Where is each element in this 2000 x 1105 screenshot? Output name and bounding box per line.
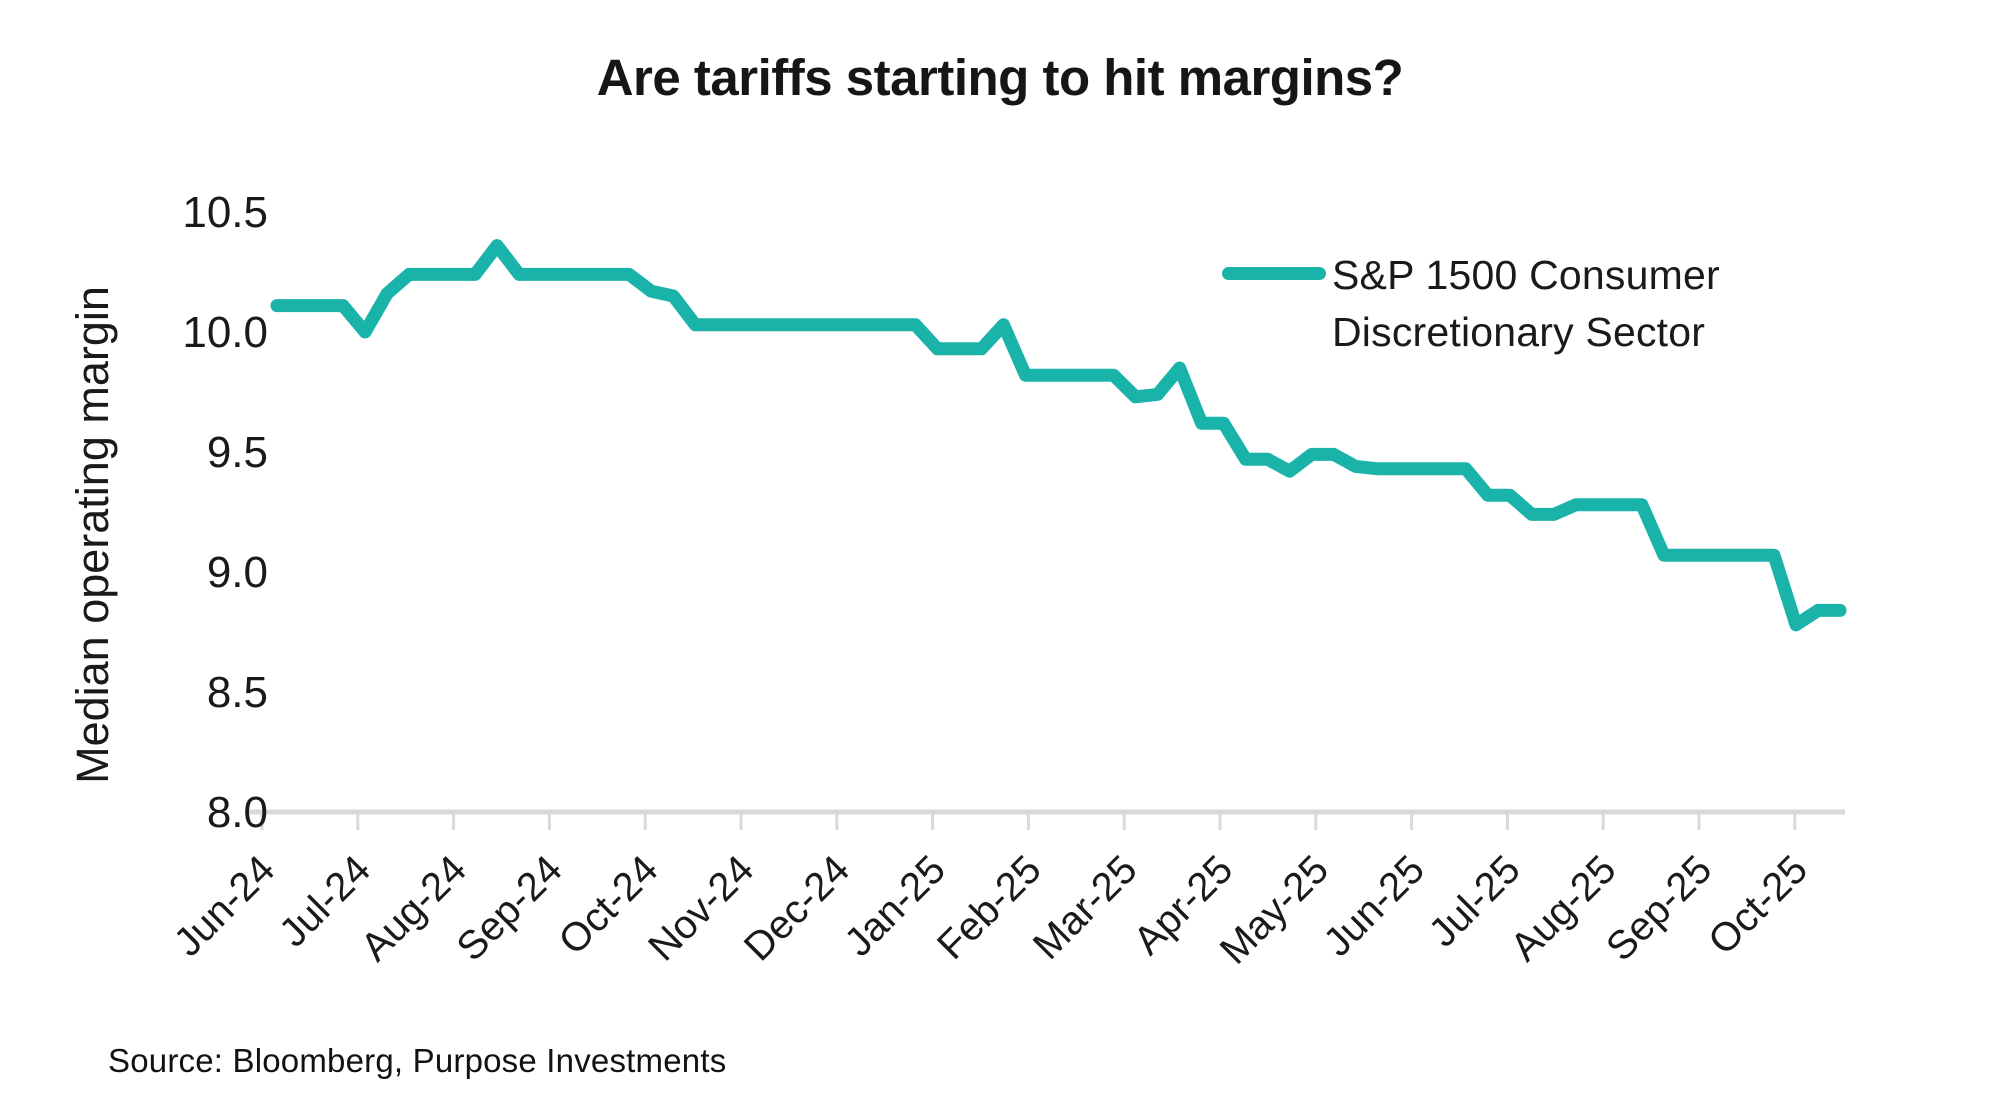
x-tick-label: Feb-25 bbox=[929, 847, 1050, 968]
x-tick-label: Sep-25 bbox=[1598, 847, 1720, 969]
y-tick-label: 10.0 bbox=[182, 308, 268, 357]
x-axis-ticks bbox=[260, 812, 1797, 830]
x-tick-label: Oct-25 bbox=[1700, 847, 1816, 963]
x-tick-label: Aug-25 bbox=[1502, 847, 1624, 969]
legend-line-swatch bbox=[1222, 267, 1326, 280]
legend-series-label: S&P 1500 Consumer Discretionary Sector bbox=[1332, 252, 1720, 355]
x-tick-label: Dec-24 bbox=[736, 847, 858, 969]
x-axis-tick-labels: Jun-24Jul-24Aug-24Sep-24Oct-24Nov-24Dec-… bbox=[166, 847, 1816, 972]
y-tick-label: 10.5 bbox=[182, 188, 268, 237]
x-tick-label: Jun-24 bbox=[166, 847, 284, 965]
chart-title: Are tariffs starting to hit margins? bbox=[596, 49, 1404, 106]
sp1500-consumer-discretionary-line bbox=[270, 239, 1847, 632]
y-axis-title: Median operating margin bbox=[67, 286, 118, 784]
x-tick-label: Jan-25 bbox=[836, 847, 954, 965]
x-tick-label: Mar-25 bbox=[1025, 847, 1146, 968]
source-note: Source: Bloomberg, Purpose Investments bbox=[108, 1042, 727, 1079]
legend: S&P 1500 Consumer Discretionary Sector bbox=[1222, 247, 1812, 360]
y-axis-tick-labels: 10.5 10.0 9.5 9.0 8.5 8.0 bbox=[182, 188, 268, 837]
y-tick-label: 8.0 bbox=[207, 788, 268, 837]
y-tick-label: 9.0 bbox=[207, 548, 268, 597]
x-tick-label: Nov-24 bbox=[640, 847, 762, 969]
x-tick-label: Sep-24 bbox=[448, 847, 570, 969]
x-tick-label: May-25 bbox=[1212, 847, 1337, 972]
y-tick-label: 8.5 bbox=[207, 668, 268, 717]
x-tick-label: Aug-24 bbox=[353, 847, 475, 969]
y-tick-label: 9.5 bbox=[207, 428, 268, 477]
x-tick-label: Jun-25 bbox=[1315, 847, 1433, 965]
